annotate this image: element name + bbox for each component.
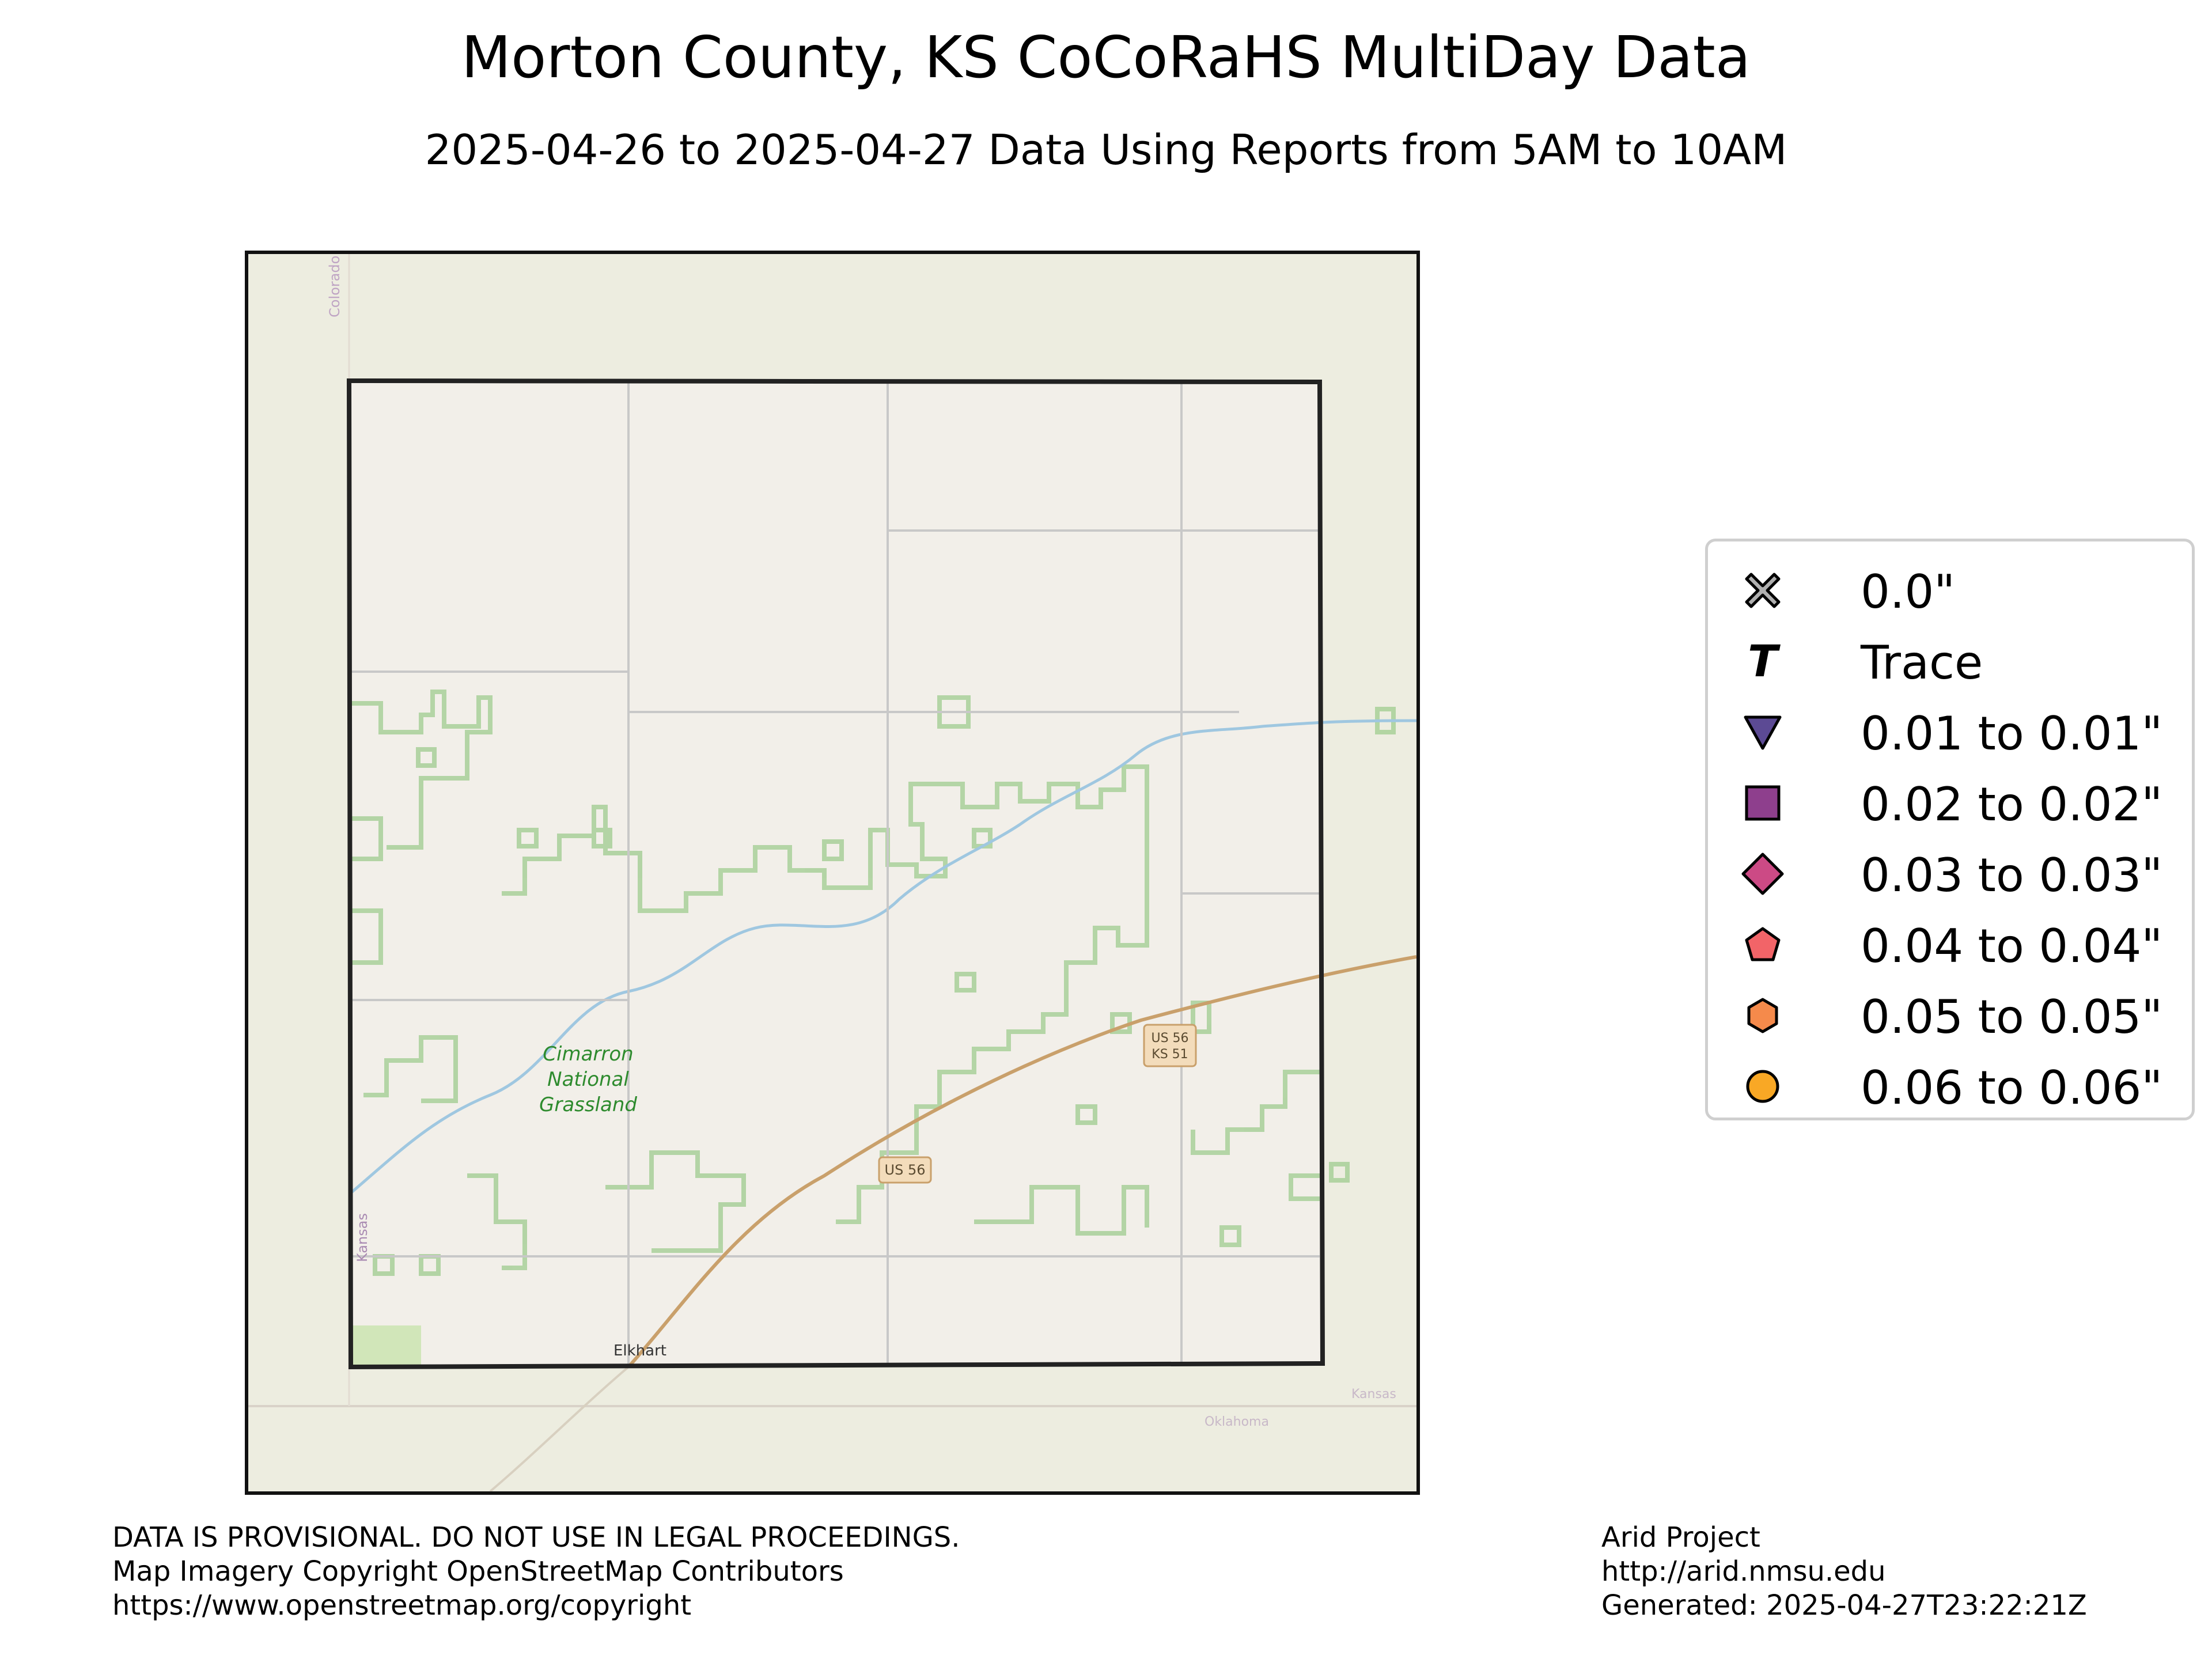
town-label-elkhart: Elkhart — [613, 1342, 666, 1359]
chart-title: Morton County, KS CoCoRaHS MultiDay Data — [461, 24, 1751, 91]
legend-item: 0.06 to 0.06" — [1708, 1049, 2192, 1115]
svg-text:T: T — [1748, 638, 1781, 684]
grassland-label-1: Cimarron — [543, 1043, 633, 1066]
map-panel[interactable]: US 56 US 56 KS 51 Cimarron National Gras… — [245, 251, 1420, 1495]
highway-us56 — [627, 955, 1416, 1368]
legend-item: T Trace — [1708, 624, 2192, 690]
grassland-label-3: Grassland — [539, 1093, 637, 1116]
footer-credits: Arid Project http://arid.nmsu.edu Genera… — [1601, 1521, 2087, 1623]
state-label-kansas-west: Kansas — [354, 1213, 370, 1262]
footer-line: Map Imagery Copyright OpenStreetMap Cont… — [112, 1555, 844, 1588]
square-icon — [1745, 785, 1781, 821]
chart-subtitle: 2025-04-26 to 2025-04-27 Data Using Repo… — [425, 126, 1787, 174]
footer-line: https://www.openstreetmap.org/copyright — [112, 1589, 692, 1622]
legend-label: 0.04 to 0.04" — [1861, 919, 2163, 973]
legend-label: 0.06 to 0.06" — [1861, 1061, 2163, 1115]
footer-line: DATA IS PROVISIONAL. DO NOT USE IN LEGAL… — [112, 1521, 960, 1554]
legend-item: 0.04 to 0.04" — [1708, 907, 2192, 973]
triangle-down-icon — [1744, 715, 1782, 750]
roads — [351, 381, 1320, 1367]
legend-item: 0.03 to 0.03" — [1708, 836, 2192, 902]
grassland-label-2: National — [547, 1068, 629, 1091]
legend-label: 0.0" — [1861, 565, 1956, 619]
legend-label: Trace — [1861, 636, 1983, 690]
legend-label: 0.03 to 0.03" — [1861, 849, 2163, 902]
diamond-icon — [1741, 853, 1784, 895]
highway-extension — [489, 1366, 630, 1491]
pentagon-icon — [1745, 927, 1781, 961]
legend-label: 0.05 to 0.05" — [1861, 990, 2163, 1044]
circle-icon — [1746, 1070, 1779, 1103]
legend-label: 0.02 to 0.02" — [1861, 778, 2163, 831]
svg-text:US 56: US 56 — [1151, 1031, 1188, 1046]
legend-item: 0.0" — [1708, 553, 2192, 619]
footer-disclaimer: DATA IS PROVISIONAL. DO NOT USE IN LEGAL… — [112, 1521, 960, 1623]
state-label-kansas-east: Kansas — [1351, 1387, 1396, 1402]
map-svg: US 56 US 56 KS 51 Cimarron National Gras… — [248, 254, 1416, 1491]
legend-label: 0.01 to 0.01" — [1861, 707, 2163, 760]
t-icon: T — [1748, 638, 1781, 684]
footer-line: http://arid.nmsu.edu — [1601, 1555, 1886, 1588]
svg-text:KS 51: KS 51 — [1152, 1047, 1188, 1062]
state-label-colorado: Colorado — [327, 256, 343, 317]
grassland-block — [352, 1325, 421, 1366]
hexagon-icon — [1747, 998, 1778, 1033]
shield-us56-west: US 56 — [878, 1156, 932, 1184]
legend-item: 0.01 to 0.01" — [1708, 695, 2192, 760]
x-icon — [1745, 573, 1781, 608]
state-label-oklahoma: Oklahoma — [1205, 1415, 1269, 1429]
river — [350, 719, 1416, 1194]
legend-item: 0.05 to 0.05" — [1708, 978, 2192, 1044]
legend-item: 0.02 to 0.02" — [1708, 766, 2192, 831]
county-border — [346, 378, 1325, 1370]
footer-line: Generated: 2025-04-27T23:22:21Z — [1601, 1589, 2087, 1622]
legend: 0.0" T Trace 0.01 to 0.01" 0.02 to 0.02"… — [1705, 539, 2195, 1120]
svg-text:US 56: US 56 — [885, 1162, 926, 1178]
shield-us56-ks51: US 56 KS 51 — [1143, 1024, 1197, 1067]
footer-line: Arid Project — [1601, 1521, 1760, 1554]
